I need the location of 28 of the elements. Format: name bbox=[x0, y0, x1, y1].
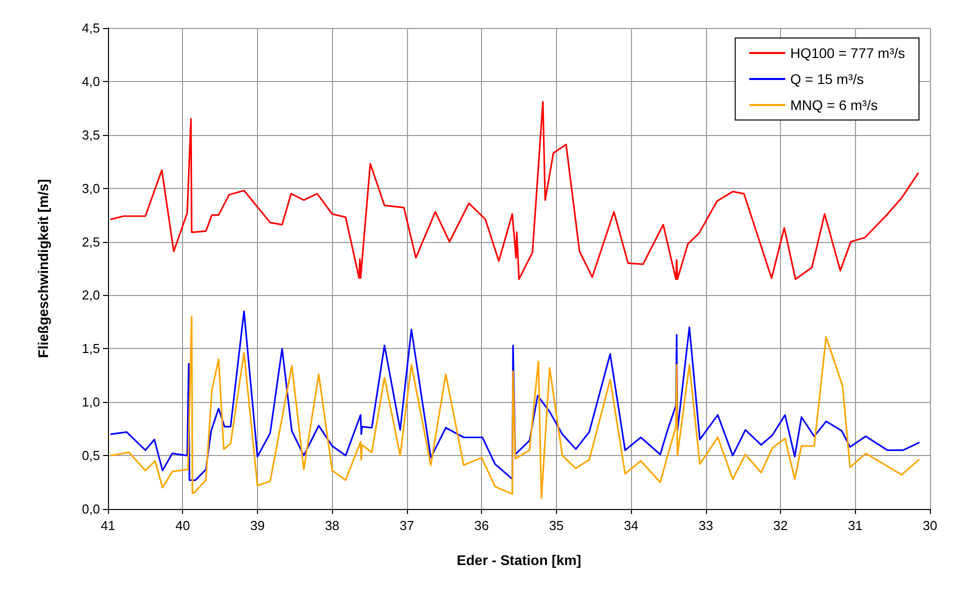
y-axis-title: Fließgeschwindigkeit [m/s] bbox=[35, 179, 51, 358]
x-tick-label: 36 bbox=[474, 518, 489, 533]
x-axis-title: Eder - Station [km] bbox=[456, 552, 582, 568]
y-tick-label: 3,5 bbox=[82, 127, 100, 142]
legend-label: MNQ = 6 m³/s bbox=[790, 97, 878, 113]
x-tick-label: 30 bbox=[922, 518, 938, 533]
line-series bbox=[110, 100, 919, 280]
legend-label: HQ100 = 777 m³/s bbox=[790, 45, 906, 61]
x-tick-label: 39 bbox=[250, 518, 265, 533]
y-tick-label: 0,0 bbox=[82, 502, 100, 516]
x-tick-label: 40 bbox=[175, 518, 190, 533]
x-tick-label: 38 bbox=[324, 518, 340, 533]
x-tick-label: 41 bbox=[100, 518, 116, 533]
x-tick-label: 35 bbox=[549, 518, 564, 533]
y-tick-label: 4,5 bbox=[82, 20, 100, 36]
y-tick-label: 2,5 bbox=[82, 234, 100, 250]
x-tick-label: 31 bbox=[848, 518, 863, 533]
y-tick-label: 1,5 bbox=[82, 341, 100, 356]
x-tick-label: 34 bbox=[624, 518, 638, 533]
y-tick-label: 3,0 bbox=[82, 180, 100, 196]
x-tick-label: 32 bbox=[773, 518, 788, 533]
y-tick-label: 2,0 bbox=[82, 288, 100, 303]
y-tick-label: 1,0 bbox=[82, 394, 100, 410]
y-tick-label: 0,5 bbox=[82, 448, 100, 464]
x-tick-label: 33 bbox=[698, 518, 714, 533]
y-tick-label: 4,0 bbox=[82, 74, 100, 89]
x-tick-label: 37 bbox=[400, 518, 414, 533]
legend-label: Q = 15 m³/s bbox=[790, 71, 864, 87]
